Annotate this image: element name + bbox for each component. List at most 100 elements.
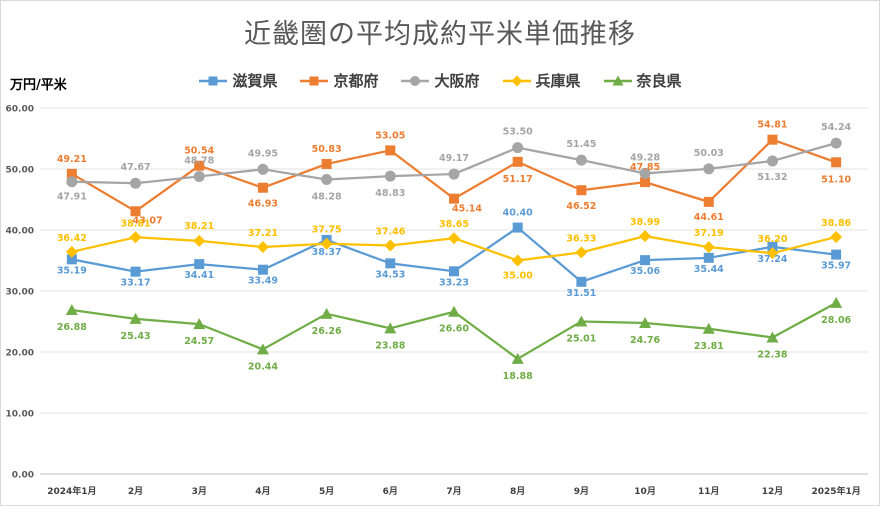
data-label: 50.54 [184, 146, 214, 157]
point-marker [130, 206, 141, 217]
point-marker [575, 246, 588, 259]
data-label: 54.81 [757, 120, 787, 131]
legend-swatch [401, 75, 430, 86]
legend-marker [511, 75, 522, 86]
point-marker [702, 241, 715, 254]
point-marker [65, 304, 78, 316]
data-label: 50.03 [694, 148, 724, 159]
x-tick-label: 9月 [574, 486, 589, 497]
data-label: 24.57 [184, 336, 214, 347]
data-label: 47.91 [57, 192, 87, 203]
data-label: 49.17 [439, 153, 469, 164]
data-label: 48.78 [184, 155, 214, 166]
point-marker [766, 155, 778, 167]
point-marker [576, 276, 587, 287]
data-label: 47.85 [630, 162, 660, 173]
point-marker [830, 137, 842, 149]
point-marker [703, 163, 715, 175]
point-marker [640, 255, 651, 266]
x-tick-label: 2025年1月 [811, 485, 860, 497]
y-axis-unit-label: 万円/平米 [10, 78, 67, 93]
point-marker [449, 193, 459, 204]
data-label: 50.83 [312, 144, 342, 155]
legend-marker [612, 75, 624, 85]
point-marker [830, 296, 843, 308]
data-label: 23.81 [694, 341, 724, 352]
data-label: 35.44 [694, 264, 724, 275]
chart-title: 近畿圏の平均成約平米単価推移 [244, 19, 636, 50]
y-tick-label: 10.00 [6, 410, 34, 420]
point-marker [511, 352, 524, 364]
point-marker [129, 312, 142, 324]
legend-label: 兵庫県 [535, 72, 581, 90]
data-label: 35.06 [630, 266, 660, 277]
data-label: 37.46 [375, 226, 405, 237]
data-label: 49.95 [248, 148, 278, 159]
data-label: 35.19 [57, 265, 87, 276]
data-label: 54.24 [821, 122, 851, 133]
point-marker [193, 234, 206, 247]
data-label: 48.83 [375, 188, 405, 199]
data-label: 36.20 [757, 234, 787, 245]
data-label: 49.28 [630, 152, 660, 163]
x-tick-label: 3月 [192, 486, 207, 497]
data-label: 46.93 [248, 199, 278, 210]
x-tick-label: 6月 [383, 486, 398, 497]
data-label: 26.60 [439, 324, 469, 335]
data-label: 35.00 [503, 271, 533, 282]
point-marker [384, 170, 396, 182]
point-marker [512, 156, 523, 167]
legend-label: 大阪府 [434, 72, 480, 90]
data-label: 38.81 [121, 218, 151, 229]
legend-swatch [502, 75, 531, 86]
point-marker [575, 154, 587, 166]
point-marker [66, 254, 77, 265]
legend-label: 京都府 [333, 72, 379, 90]
legend-label: 滋賀県 [232, 72, 278, 90]
data-label: 38.99 [630, 217, 660, 228]
point-marker [384, 239, 397, 252]
data-label: 44.61 [694, 212, 724, 223]
point-marker [320, 237, 333, 250]
point-marker [639, 316, 652, 328]
point-marker [703, 252, 714, 263]
data-label: 34.41 [184, 270, 214, 281]
data-label: 51.32 [757, 172, 787, 183]
data-label: 51.17 [503, 174, 533, 185]
data-label: 38.65 [439, 219, 469, 230]
data-label: 37.19 [694, 228, 724, 239]
data-label: 37.75 [312, 225, 342, 236]
legend-item: 大阪府 [400, 70, 480, 91]
point-marker [256, 241, 269, 254]
point-marker [703, 196, 714, 207]
x-tick-label: 7月 [446, 486, 461, 497]
point-marker [767, 134, 778, 145]
data-label: 31.51 [566, 288, 596, 299]
y-tick-label: 30.00 [6, 288, 34, 298]
y-tick-label: 60.00 [6, 105, 34, 115]
point-marker [575, 315, 588, 327]
data-label: 18.88 [503, 371, 533, 382]
point-marker [321, 158, 332, 169]
x-tick-label: 10月 [634, 486, 656, 497]
y-tick-label: 50.00 [6, 166, 34, 176]
point-marker [194, 259, 205, 270]
data-label: 25.43 [121, 331, 151, 342]
x-tick-label: 5月 [319, 486, 334, 497]
legend-marker [208, 76, 218, 85]
legend-swatch [300, 76, 329, 85]
data-label: 33.49 [248, 276, 278, 287]
data-label: 34.53 [375, 269, 405, 280]
point-marker [385, 145, 396, 156]
data-label: 36.42 [57, 233, 87, 244]
data-label: 38.21 [184, 221, 214, 232]
data-label: 24.76 [630, 335, 660, 346]
data-label: 51.10 [821, 174, 851, 185]
point-marker [130, 177, 142, 189]
legend-item: 兵庫県 [502, 70, 581, 91]
data-label: 53.05 [375, 130, 405, 141]
point-marker [321, 173, 333, 185]
data-label: 49.21 [57, 154, 87, 165]
x-tick-label: 2024年1月 [47, 485, 96, 497]
